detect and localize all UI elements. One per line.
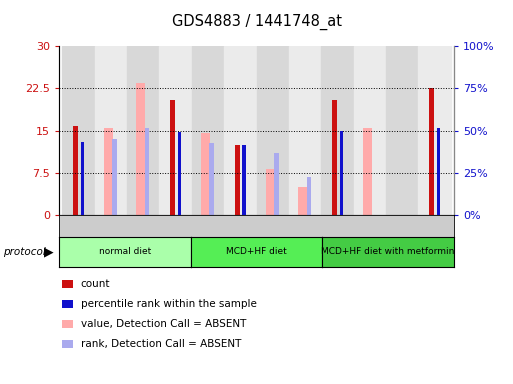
Text: MCD+HF diet: MCD+HF diet: [226, 247, 287, 257]
Bar: [340, 131, 343, 215]
Bar: [256, 46, 289, 215]
Text: GDS4883 / 1441748_at: GDS4883 / 1441748_at: [171, 13, 342, 30]
Bar: [332, 99, 338, 215]
Bar: [192, 46, 224, 215]
Text: count: count: [81, 279, 110, 289]
Bar: [201, 133, 210, 215]
Bar: [62, 46, 94, 215]
Bar: [437, 128, 440, 215]
Bar: [353, 46, 386, 215]
Bar: [235, 145, 240, 215]
Text: ▶: ▶: [44, 245, 53, 258]
Bar: [104, 128, 113, 215]
Bar: [243, 145, 246, 215]
Bar: [298, 187, 307, 215]
Text: percentile rank within the sample: percentile rank within the sample: [81, 299, 256, 309]
Text: MCD+HF diet with metformin: MCD+HF diet with metformin: [322, 247, 455, 257]
Bar: [274, 153, 279, 215]
Bar: [209, 143, 214, 215]
Bar: [81, 142, 84, 215]
Bar: [363, 128, 372, 215]
Bar: [429, 88, 435, 215]
Bar: [170, 99, 175, 215]
Bar: [160, 46, 192, 215]
Bar: [177, 132, 181, 215]
Bar: [136, 83, 145, 215]
Bar: [419, 46, 451, 215]
Bar: [289, 46, 321, 215]
Text: value, Detection Call = ABSENT: value, Detection Call = ABSENT: [81, 319, 246, 329]
Bar: [321, 46, 353, 215]
Bar: [94, 46, 127, 215]
Text: protocol: protocol: [3, 247, 45, 257]
Text: rank, Detection Call = ABSENT: rank, Detection Call = ABSENT: [81, 339, 241, 349]
Text: normal diet: normal diet: [98, 247, 151, 257]
Bar: [307, 177, 311, 215]
Bar: [386, 46, 419, 215]
Bar: [73, 126, 78, 215]
Bar: [145, 128, 149, 215]
Bar: [112, 139, 117, 215]
Bar: [127, 46, 160, 215]
Bar: [266, 169, 274, 215]
Bar: [224, 46, 256, 215]
